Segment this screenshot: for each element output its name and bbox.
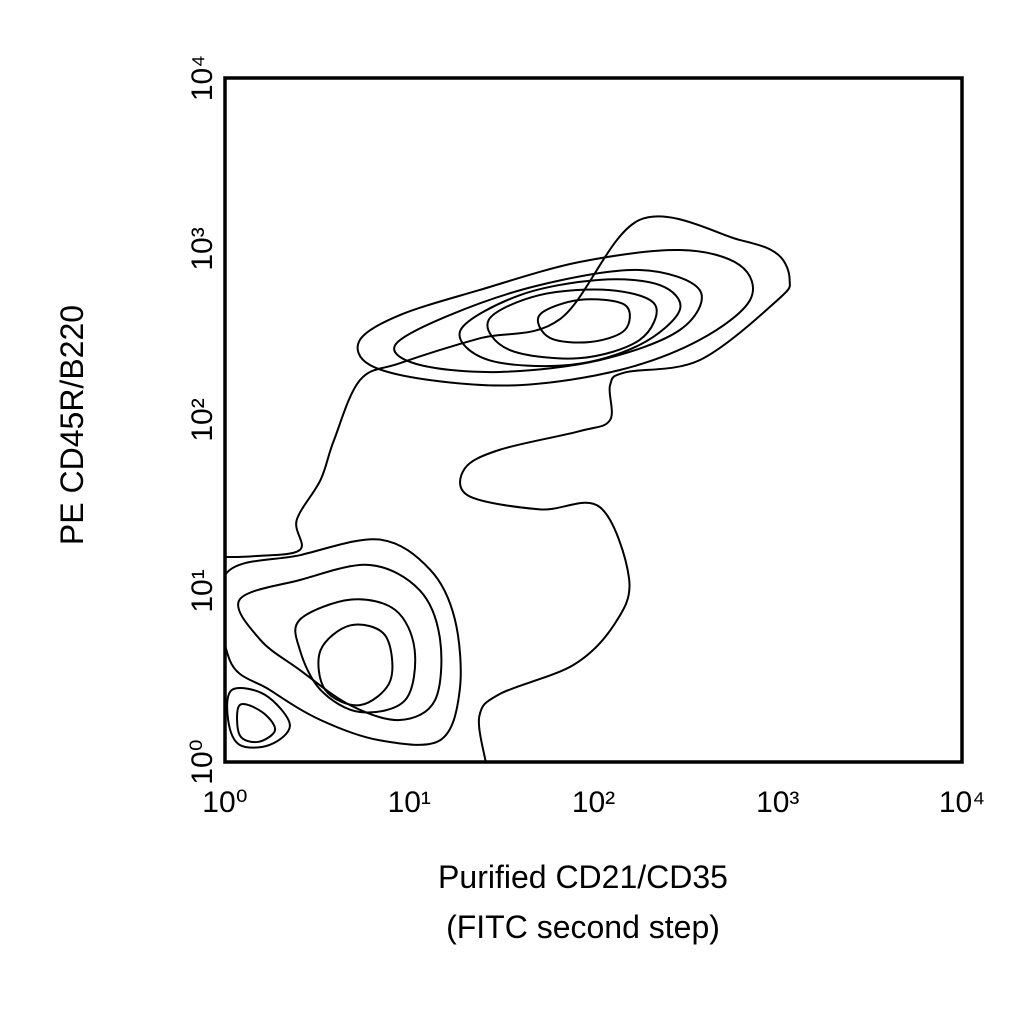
- x-tick-label: 10¹: [388, 786, 431, 819]
- contour-line: [356, 249, 754, 387]
- y-tick-label: 10⁰: [186, 739, 219, 784]
- contour-line: [486, 288, 658, 360]
- y-tick-label: 10²: [186, 398, 219, 441]
- contour-line: [317, 623, 394, 707]
- x-tick-label: 10⁰: [202, 786, 247, 819]
- contour-line: [458, 278, 682, 368]
- y-tick-label: 10⁴: [186, 55, 219, 101]
- contour-line: [225, 538, 462, 746]
- contour-line: [226, 687, 291, 749]
- contour-line: [237, 563, 443, 722]
- contour-line: [294, 598, 417, 714]
- contour-line: [225, 215, 791, 762]
- y-tick-label: 10¹: [186, 569, 219, 612]
- contour-line: [236, 703, 277, 744]
- x-tick-label: 10³: [756, 786, 799, 819]
- x-tick-label: 10⁴: [939, 786, 985, 819]
- contour-group: [225, 215, 791, 762]
- contour-line: [536, 298, 631, 344]
- contour-line: [393, 268, 703, 374]
- x-tick-label: 10²: [572, 786, 615, 819]
- y-axis-label: PE CD45R/B220: [54, 305, 90, 545]
- x-axis-label: Purified CD21/CD35: [438, 859, 728, 895]
- y-tick-label: 10³: [186, 227, 219, 270]
- x-axis-label: (FITC second step): [446, 909, 720, 945]
- plot-frame: [223, 76, 964, 764]
